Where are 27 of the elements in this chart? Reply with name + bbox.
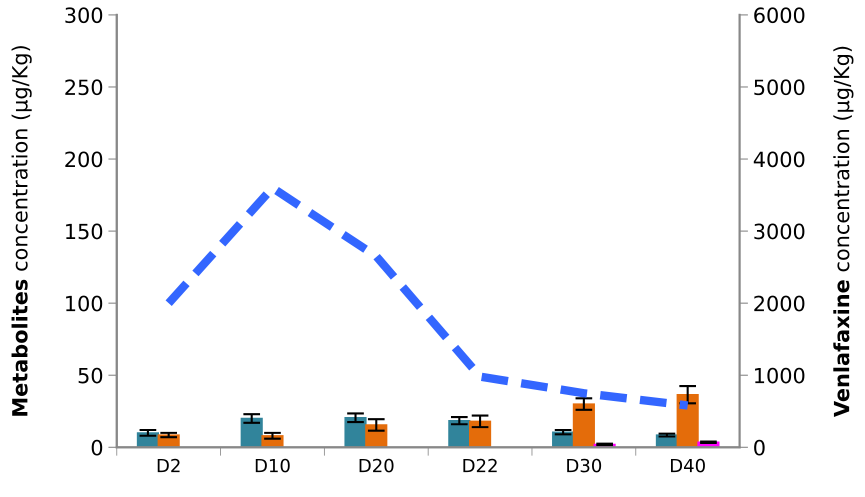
x-tick-label: D10 bbox=[256, 458, 290, 472]
y-tick-label: 200 bbox=[65, 151, 102, 168]
x-tick-label: D22 bbox=[463, 458, 497, 472]
bar bbox=[572, 403, 595, 448]
y2-tick-label: 1000 bbox=[755, 368, 804, 384]
y-tick-label: 100 bbox=[66, 296, 102, 312]
y-tick-label: 50 bbox=[78, 368, 102, 384]
y-tick-label: 150 bbox=[66, 224, 102, 240]
y-tick-label: 300 bbox=[65, 7, 102, 24]
y-tick-label: 0 bbox=[92, 440, 102, 456]
y2-axis-title: Venlafaxine concentration (µg/Kg) bbox=[833, 46, 854, 417]
bar bbox=[344, 417, 367, 448]
y2-tick-label: 0 bbox=[754, 440, 765, 456]
bar bbox=[240, 418, 263, 448]
bar bbox=[469, 420, 492, 448]
x-tick-label: D2 bbox=[158, 458, 180, 472]
bar bbox=[676, 394, 699, 448]
y2-tick-label: 3000 bbox=[754, 224, 804, 240]
y2-tick-label: 5000 bbox=[754, 79, 804, 96]
y-axis-title: Metabolites concentration (µg/Kg) bbox=[12, 46, 32, 416]
y2-tick-label: 6000 bbox=[754, 7, 804, 24]
y-tick-label: 250 bbox=[65, 79, 102, 96]
x-tick-label: D20 bbox=[360, 458, 394, 472]
y2-tick-label: 2000 bbox=[754, 296, 804, 312]
x-tick-label: D30 bbox=[567, 458, 602, 472]
x-tick-label: D40 bbox=[671, 458, 705, 472]
y2-tick-label: 4000 bbox=[754, 151, 804, 168]
